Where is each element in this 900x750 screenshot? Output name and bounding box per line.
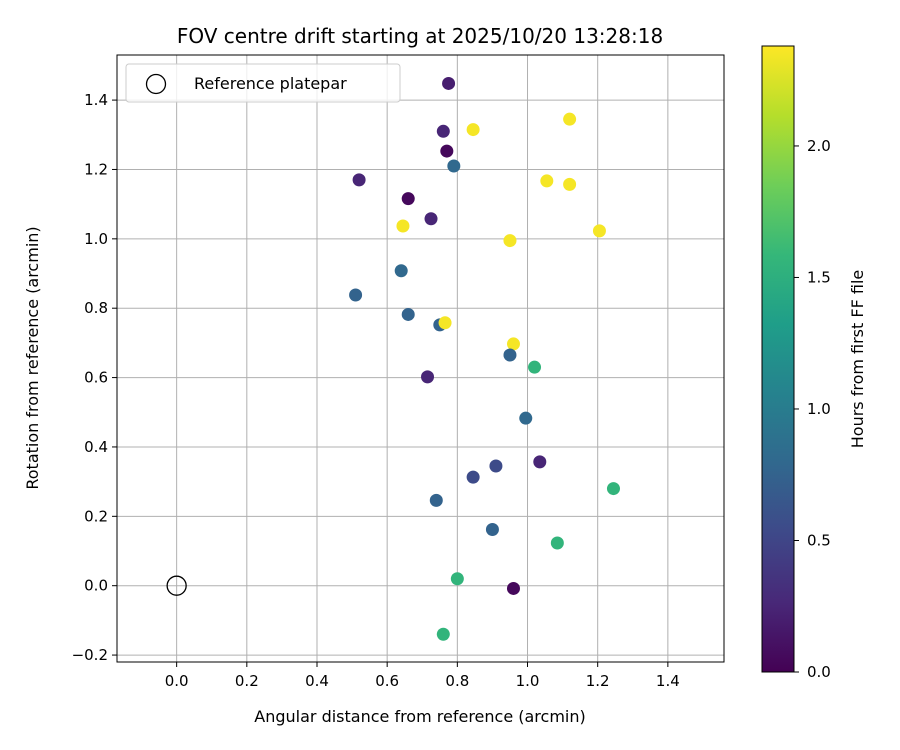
colorbar-tick-label: 0.5 bbox=[807, 531, 831, 549]
colorbar-tick-label: 1.5 bbox=[807, 268, 831, 286]
legend-label-reference: Reference platepar bbox=[194, 74, 347, 93]
scatter-point bbox=[396, 219, 410, 233]
scatter-point bbox=[519, 411, 533, 425]
legend: Reference platepar bbox=[125, 63, 401, 103]
data-points bbox=[166, 76, 620, 641]
x-tick-label: 0.8 bbox=[445, 672, 469, 690]
scatter-point bbox=[506, 337, 520, 351]
scatter-point bbox=[429, 493, 443, 507]
scatter-point bbox=[466, 470, 480, 484]
y-tick-label: 1.0 bbox=[84, 230, 108, 248]
scatter-point bbox=[450, 572, 464, 586]
legend-marker-reference bbox=[145, 73, 167, 95]
y-tick-label: 0.0 bbox=[84, 577, 108, 595]
scatter-point bbox=[442, 76, 456, 90]
x-tick-label: 0.2 bbox=[235, 672, 259, 690]
x-axis-ticks: 0.0 0.2 0.4 0.6 0.8 1.0 1.2 1.4 bbox=[165, 662, 680, 690]
y-tick-label: 0.6 bbox=[84, 369, 108, 387]
scatter-point bbox=[485, 523, 499, 537]
scatter-point bbox=[394, 264, 408, 278]
grid bbox=[117, 55, 724, 662]
scatter-point bbox=[489, 459, 503, 473]
scatter-point bbox=[563, 177, 577, 191]
x-tick-label: 0.6 bbox=[375, 672, 399, 690]
x-tick-label: 0.0 bbox=[165, 672, 189, 690]
scatter-point bbox=[447, 159, 461, 173]
scatter-point bbox=[349, 288, 363, 302]
x-tick-label: 0.4 bbox=[305, 672, 329, 690]
y-tick-label: 1.2 bbox=[84, 160, 108, 178]
plot-area bbox=[116, 54, 725, 663]
scatter-point bbox=[466, 123, 480, 137]
y-tick-label: 0.4 bbox=[84, 438, 108, 456]
x-tick-label: 1.2 bbox=[586, 672, 610, 690]
scatter-point bbox=[401, 192, 415, 206]
scatter-point bbox=[528, 360, 542, 374]
scatter-point bbox=[606, 482, 620, 496]
colorbar-tick-label: 0.0 bbox=[807, 663, 831, 681]
scatter-point bbox=[506, 581, 520, 595]
scatter-point bbox=[503, 234, 517, 248]
scatter-point bbox=[421, 370, 435, 384]
scatter-point bbox=[352, 173, 366, 187]
x-tick-label: 1.0 bbox=[516, 672, 540, 690]
scatter-point bbox=[533, 455, 547, 469]
scatter-point bbox=[540, 174, 554, 188]
y-tick-label: 1.4 bbox=[84, 91, 108, 109]
y-axis-ticks: −0.2 0.0 0.2 0.4 0.6 0.8 1.0 1.2 1.4 bbox=[72, 91, 117, 664]
scatter-point bbox=[550, 536, 564, 550]
legend-box bbox=[125, 63, 401, 103]
colorbar-tick-label: 1.0 bbox=[807, 400, 831, 418]
scatter-point bbox=[592, 224, 606, 238]
y-tick-label: 0.2 bbox=[84, 507, 108, 525]
scatter-point bbox=[436, 124, 450, 138]
scatter-point bbox=[424, 212, 438, 226]
x-tick-label: 1.4 bbox=[656, 672, 680, 690]
colorbar-label: Hours from first FF file bbox=[848, 270, 867, 449]
scatter-point bbox=[503, 348, 517, 362]
x-axis-label: Angular distance from reference (arcmin) bbox=[254, 707, 585, 726]
colorbar bbox=[761, 45, 795, 673]
scatter-point bbox=[436, 627, 450, 641]
scatter-point bbox=[401, 307, 415, 321]
scatter-point bbox=[438, 316, 452, 330]
scatter-point bbox=[563, 112, 577, 126]
y-tick-label: 0.8 bbox=[84, 299, 108, 317]
scatter-point bbox=[440, 144, 454, 158]
colorbar-tick-label: 2.0 bbox=[807, 137, 831, 155]
y-tick-label: −0.2 bbox=[72, 646, 108, 664]
colorbar-ticks: 0.0 0.5 1.0 1.5 2.0 bbox=[794, 137, 831, 681]
reference-point-marker bbox=[166, 575, 187, 596]
y-axis-label: Rotation from reference (arcmin) bbox=[23, 226, 42, 489]
chart-title: FOV centre drift starting at 2025/10/20 … bbox=[177, 24, 663, 48]
